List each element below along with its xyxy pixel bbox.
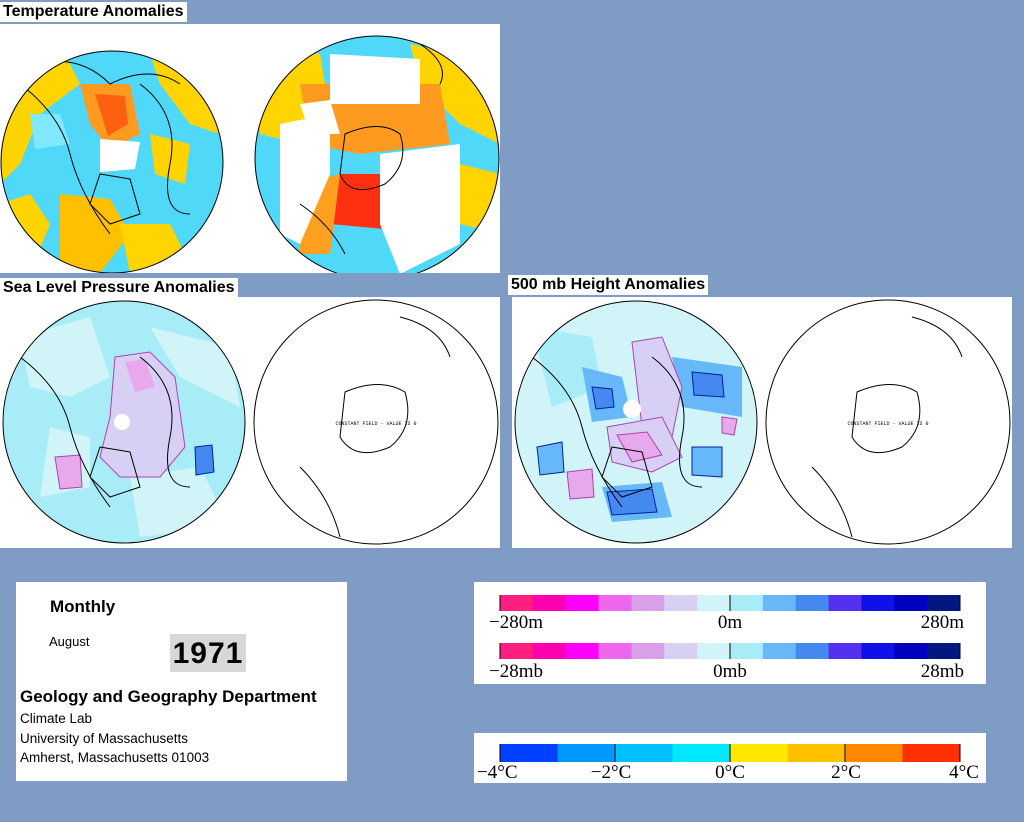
legend-swatch: [927, 595, 961, 611]
legend-swatch: [565, 595, 600, 611]
height-label-max: 280m: [921, 612, 965, 633]
legend-swatch: [664, 595, 698, 611]
height-color-bar: [499, 595, 961, 611]
year-label: 1971: [170, 634, 246, 672]
legend-swatch: [615, 744, 673, 762]
legend-swatch: [845, 744, 903, 762]
temperature-title: Temperature Anomalies: [0, 2, 187, 22]
month-label: August: [49, 634, 90, 649]
legend-swatch: [828, 595, 862, 611]
temp-label-neg4: −4°C: [477, 762, 518, 783]
legend-swatch: [500, 744, 558, 762]
legend-swatch: [565, 643, 600, 659]
legend-swatch: [828, 643, 862, 659]
temperature-legend-svg: −4°C −2°C 0°C 2°C 4°C: [477, 744, 979, 783]
legend-swatch: [894, 643, 928, 659]
legend-swatch: [532, 643, 567, 659]
height-north-hemisphere-map: [515, 301, 757, 543]
legend-swatch: [500, 595, 534, 611]
legend-swatch: [697, 595, 731, 611]
temperature-panel: [0, 24, 500, 273]
address-line-3: Amherst, Massachusetts 01003: [20, 750, 210, 765]
height-panel: CONSTANT FIELD - VALUE IS 0: [512, 297, 1012, 548]
legend-swatch: [902, 744, 961, 762]
info-box: Monthly August 1971 Geology and Geograph…: [16, 582, 347, 781]
temp-label-neg2: −2°C: [591, 762, 632, 783]
height-label-min: −280m: [489, 612, 543, 633]
height-label-zero: 0m: [718, 612, 743, 633]
legend-swatch: [532, 595, 567, 611]
constant-field-label: CONSTANT FIELD - VALUE IS 0: [847, 421, 928, 427]
pressure-label-max: 28mb: [921, 661, 964, 682]
temp-label-4: 4°C: [949, 762, 979, 783]
slp-south-hemisphere-map: CONSTANT FIELD - VALUE IS 0: [253, 299, 499, 545]
height-title: 500 mb Height Anomalies: [508, 275, 709, 295]
legend-swatch: [697, 643, 731, 659]
pressure-color-bar: [499, 643, 961, 659]
address-line-1: Climate Lab: [20, 711, 93, 726]
pressure-label-min: −28mb: [489, 661, 543, 682]
legend-swatch: [730, 643, 764, 659]
slp-title: Sea Level Pressure Anomalies: [0, 278, 238, 298]
height-maps: CONSTANT FIELD - VALUE IS 0: [514, 299, 1011, 545]
legend-swatch: [557, 744, 616, 762]
height-south-hemisphere-map: CONSTANT FIELD - VALUE IS 0: [765, 299, 1011, 545]
legend-swatch: [762, 595, 797, 611]
constant-field-label: CONSTANT FIELD - VALUE IS 0: [335, 421, 416, 427]
anomaly-legend: −280m 0m 280m −28mb 0mb 28mb: [474, 582, 986, 684]
address-line-2: University of Massachusetts: [20, 731, 189, 746]
legend-swatch: [795, 595, 830, 611]
legend-swatch: [787, 744, 846, 762]
legend-swatch: [795, 643, 830, 659]
legend-swatch: [927, 643, 961, 659]
temperature-south-hemisphere-map: [255, 36, 499, 273]
temp-label-0: 0°C: [715, 762, 745, 783]
legend-swatch: [861, 643, 895, 659]
legend-swatch: [598, 643, 632, 659]
temp-label-2: 2°C: [831, 762, 861, 783]
legend-swatch: [730, 595, 764, 611]
legend-swatch: [631, 595, 665, 611]
legend-swatch: [861, 595, 895, 611]
slp-north-hemisphere-map: [3, 301, 245, 543]
legend-swatch: [631, 643, 665, 659]
legend-swatch: [500, 643, 534, 659]
legend-swatch: [730, 744, 788, 762]
temperature-maps: [0, 35, 500, 273]
anomaly-legend-svg: −280m 0m 280m −28mb 0mb 28mb: [489, 595, 965, 682]
slp-maps: CONSTANT FIELD - VALUE IS 0: [2, 299, 499, 545]
legend-swatch: [598, 595, 632, 611]
temperature-color-bar: [499, 744, 961, 762]
department-label: Geology and Geography Department: [20, 687, 317, 706]
legend-swatch: [672, 744, 731, 762]
temperature-legend: −4°C −2°C 0°C 2°C 4°C: [474, 733, 986, 783]
legend-swatch: [664, 643, 698, 659]
legend-swatch: [762, 643, 797, 659]
legend-swatch: [894, 595, 928, 611]
slp-panel: CONSTANT FIELD - VALUE IS 0: [0, 297, 500, 548]
pressure-label-zero: 0mb: [713, 661, 747, 682]
period-label: Monthly: [50, 597, 116, 616]
